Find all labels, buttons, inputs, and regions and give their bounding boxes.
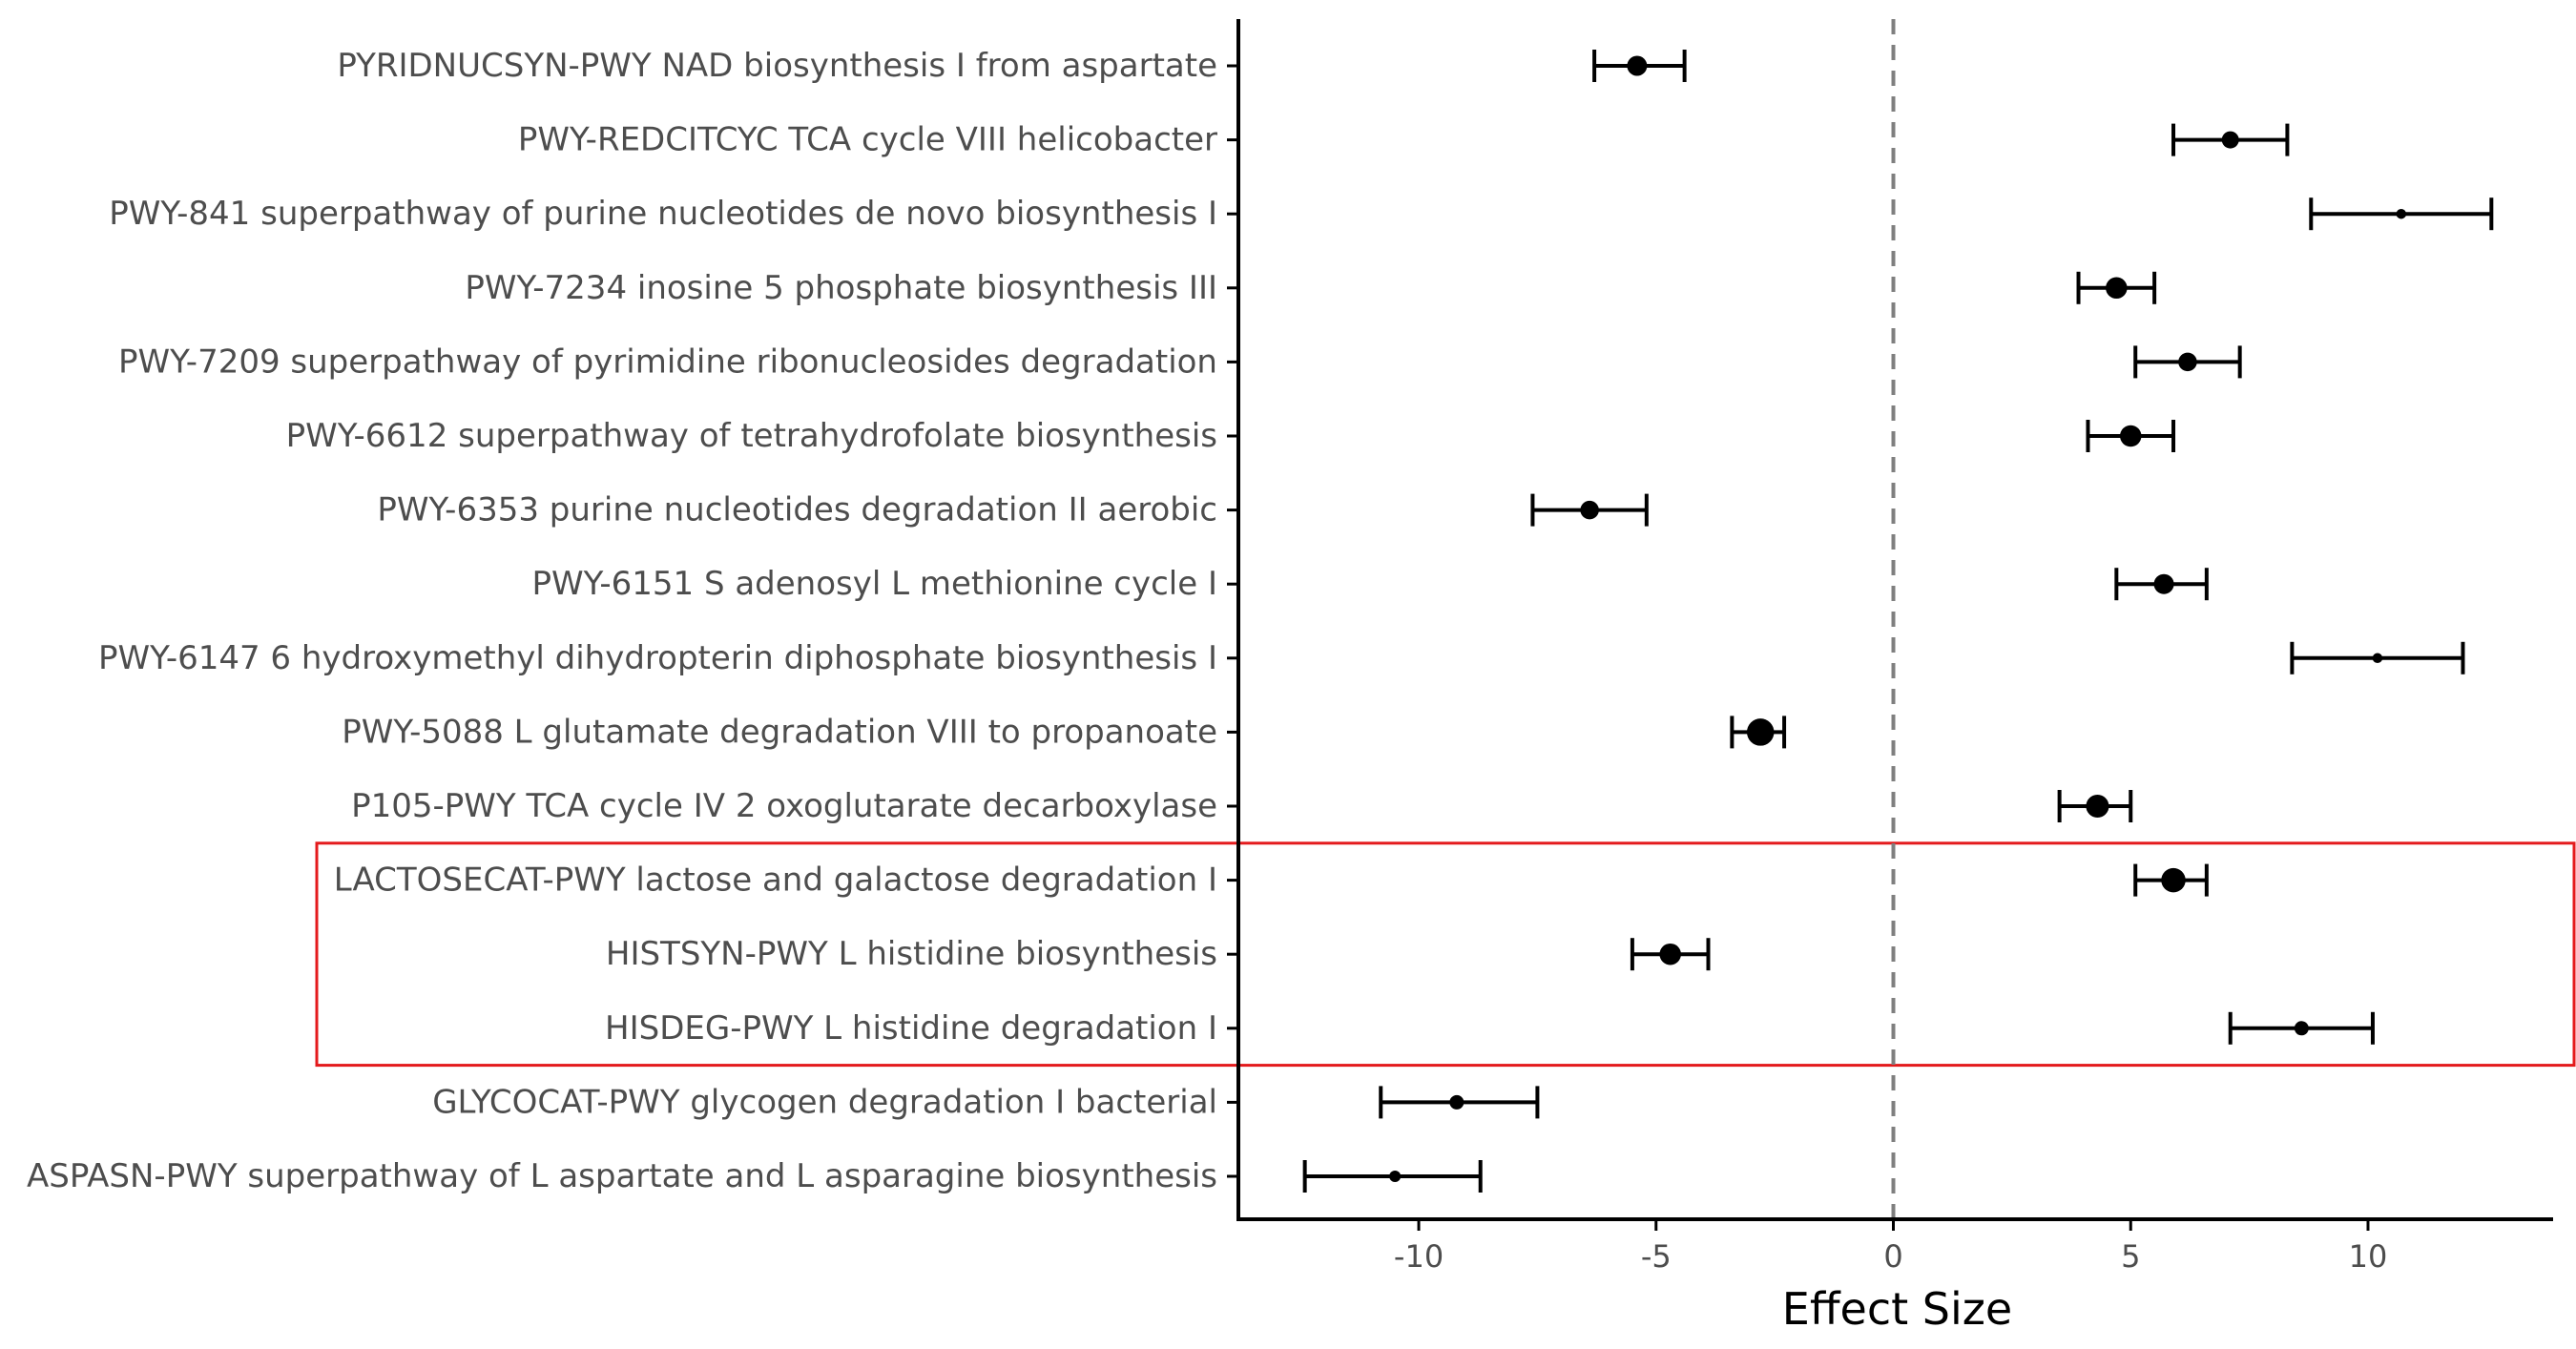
category-label: PWY-6151 S adenosyl L methionine cycle I: [531, 565, 1217, 603]
category-label: PWY-7234 inosine 5 phosphate biosynthesi…: [465, 269, 1217, 307]
x-tick-label: 10: [2349, 1238, 2388, 1275]
points-layer: [1389, 55, 2407, 1182]
highlight-box: [315, 841, 2576, 1068]
category-label: GLYCOCAT-PWY glycogen degradation I bact…: [432, 1083, 1217, 1121]
effect-point: [2372, 653, 2383, 664]
category-label: PWY-6353 purine nucleotides degradation …: [377, 491, 1217, 529]
x-tick-label: 0: [1883, 1238, 1902, 1275]
category-label: PWY-6147 6 hydroxymethyl dihydropterin d…: [98, 639, 1217, 677]
effect-point: [1580, 500, 1599, 520]
effect-point: [2086, 795, 2109, 818]
x-tick-label: -5: [1641, 1238, 1672, 1275]
category-label: PYRIDNUCSYN-PWY NAD biosynthesis I from …: [337, 47, 1217, 85]
category-label: PWY-5088 L glutamate degradation VIII to…: [342, 713, 1217, 751]
category-label: HISDEG-PWY L histidine degradation I: [605, 1009, 1217, 1048]
category-label: PWY-6612 superpathway of tetrahydrofolat…: [286, 417, 1217, 455]
effect-point: [1659, 943, 1681, 965]
y-axis-labels: PYRIDNUCSYN-PWY NAD biosynthesis I from …: [27, 47, 1217, 1195]
x-axis-title: Effect Size: [1782, 1283, 2012, 1335]
category-label: PWY-REDCITCYC TCA cycle VIII helicobacte…: [518, 121, 1217, 159]
effect-point: [2119, 425, 2142, 447]
category-label: PWY-7209 superpathway of pyrimidine ribo…: [118, 342, 1217, 381]
effect-point: [2106, 277, 2128, 300]
x-tick-label: -10: [1394, 1238, 1444, 1275]
effect-point: [1627, 55, 1648, 76]
effect-point: [2294, 1021, 2309, 1036]
category-label: P105-PWY TCA cycle IV 2 oxoglutarate dec…: [351, 787, 1217, 825]
y-axis-ticks: [1227, 64, 1238, 1178]
category-label: PWY-841 superpathway of purine nucleotid…: [109, 195, 1217, 233]
effect-point: [2396, 208, 2407, 219]
x-axis-tick-labels: -10 -5 0 5 10: [1394, 1238, 2387, 1275]
x-axis-ticks: [1417, 1219, 2370, 1231]
highlight-layer: [315, 841, 2576, 1068]
category-label: LACTOSECAT-PWY lactose and galactose deg…: [334, 861, 1217, 900]
effect-point: [1746, 718, 1775, 746]
effect-point: [2153, 573, 2174, 594]
x-tick-label: 5: [2121, 1238, 2140, 1275]
effect-point: [2178, 352, 2197, 372]
effect-point: [2161, 867, 2186, 893]
effect-point: [1449, 1094, 1465, 1110]
category-label: ASPASN-PWY superpathway of L aspartate a…: [27, 1157, 1217, 1195]
effect-point: [1389, 1171, 1402, 1182]
category-label: HISTSYN-PWY L histidine biosynthesis: [606, 935, 1217, 973]
effect-point: [2221, 131, 2239, 149]
